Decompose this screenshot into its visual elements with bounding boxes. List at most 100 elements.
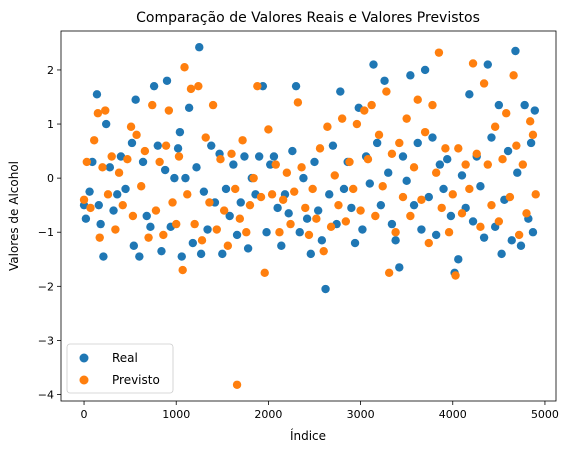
- data-point-previsto: [502, 109, 511, 118]
- data-point-previsto: [249, 173, 258, 183]
- data-point-real: [476, 182, 485, 191]
- data-point-real: [195, 43, 204, 52]
- data-point-previsto: [107, 152, 116, 161]
- chart-title: Comparação de Valores Reais e Valores Pr…: [136, 10, 480, 26]
- legend-marker-real: [79, 353, 89, 363]
- data-point-previsto: [448, 190, 457, 199]
- data-point-previsto: [360, 106, 369, 115]
- data-point-real: [497, 249, 506, 259]
- data-point-previsto: [483, 160, 492, 169]
- data-point-previsto: [103, 190, 113, 199]
- data-point-previsto: [465, 184, 474, 194]
- data-point-real: [526, 138, 536, 148]
- legend: Real Previsto: [66, 343, 174, 394]
- data-point-previsto: [264, 125, 273, 134]
- data-point-previsto: [98, 163, 107, 172]
- data-point-real: [101, 119, 111, 129]
- data-point-real: [380, 76, 389, 85]
- legend-box: [66, 343, 174, 394]
- data-point-real: [479, 233, 489, 242]
- data-point-real: [236, 198, 245, 207]
- data-point-previsto: [242, 228, 251, 237]
- data-point-previsto: [205, 198, 214, 207]
- data-point-real: [446, 211, 456, 221]
- data-point-real: [157, 246, 166, 256]
- data-point-real: [116, 152, 126, 161]
- data-point-real: [269, 152, 279, 161]
- data-point-real: [376, 200, 386, 210]
- y-tick-label: −3: [38, 334, 54, 347]
- data-point-real: [299, 173, 308, 183]
- data-point-real: [199, 187, 209, 196]
- plot-frame: [60, 30, 557, 402]
- data-point-real: [127, 138, 137, 148]
- data-point-previsto: [216, 155, 225, 164]
- data-point-real: [528, 228, 538, 237]
- data-point-previsto: [349, 184, 358, 194]
- data-point-previsto: [514, 230, 524, 240]
- data-point-real: [369, 60, 378, 69]
- data-point-previsto: [402, 114, 411, 123]
- data-point-previsto: [118, 200, 127, 210]
- data-point-real: [487, 133, 496, 142]
- data-point-real: [313, 206, 323, 215]
- data-point-previsto: [267, 190, 277, 199]
- data-point-real: [358, 225, 367, 234]
- data-point-previsto: [337, 114, 347, 123]
- data-point-real: [503, 146, 513, 156]
- data-point-previsto: [468, 59, 478, 68]
- data-point-real: [177, 252, 186, 261]
- data-point-previsto: [374, 130, 384, 140]
- data-point-previsto: [155, 157, 164, 167]
- data-point-real: [160, 165, 170, 175]
- data-point-real: [105, 163, 115, 172]
- data-point-real: [181, 173, 190, 183]
- data-point-real: [339, 184, 349, 194]
- x-tick-label: 4000: [439, 408, 467, 421]
- data-point-real: [218, 249, 227, 259]
- data-point-previsto: [227, 149, 236, 158]
- data-point-previsto: [406, 211, 415, 221]
- data-point-previsto: [190, 219, 199, 229]
- data-point-real: [413, 138, 422, 148]
- data-point-real: [350, 238, 360, 248]
- data-point-real: [325, 190, 334, 199]
- x-tick-label: 5000: [531, 408, 559, 421]
- data-point-previsto: [494, 217, 504, 226]
- data-point-real: [277, 241, 286, 250]
- data-point-real: [336, 87, 345, 96]
- data-point-previsto: [140, 146, 150, 156]
- data-point-previsto: [312, 214, 321, 223]
- data-point-real: [417, 225, 426, 234]
- data-point-real: [302, 214, 312, 223]
- data-point-real: [530, 106, 539, 115]
- data-point-previsto: [356, 206, 365, 215]
- data-point-previsto: [334, 200, 343, 210]
- data-point-real: [384, 168, 393, 177]
- data-point-real: [109, 206, 118, 215]
- data-point-previsto: [341, 217, 351, 226]
- data-point-real: [387, 219, 397, 229]
- data-point-previsto: [437, 203, 446, 213]
- data-point-real: [262, 228, 271, 237]
- data-point-real: [391, 236, 400, 245]
- data-point-previsto: [387, 149, 397, 158]
- data-point-real: [135, 252, 144, 261]
- data-point-real: [92, 90, 102, 99]
- data-point-real: [291, 81, 301, 91]
- data-point-real: [225, 211, 234, 221]
- data-point-previsto: [378, 182, 387, 191]
- data-point-previsto: [479, 79, 489, 88]
- legend-label-previsto: Previsto: [112, 373, 160, 387]
- data-point-previsto: [371, 211, 380, 221]
- data-point-real: [149, 81, 159, 91]
- data-point-real: [483, 60, 492, 69]
- data-point-previsto: [223, 241, 233, 250]
- data-point-previsto: [367, 100, 376, 110]
- data-point-previsto: [293, 98, 303, 107]
- y-axis-label: Valores de Alcohol: [7, 161, 21, 271]
- data-point-previsto: [212, 225, 221, 234]
- data-point-real: [520, 100, 529, 110]
